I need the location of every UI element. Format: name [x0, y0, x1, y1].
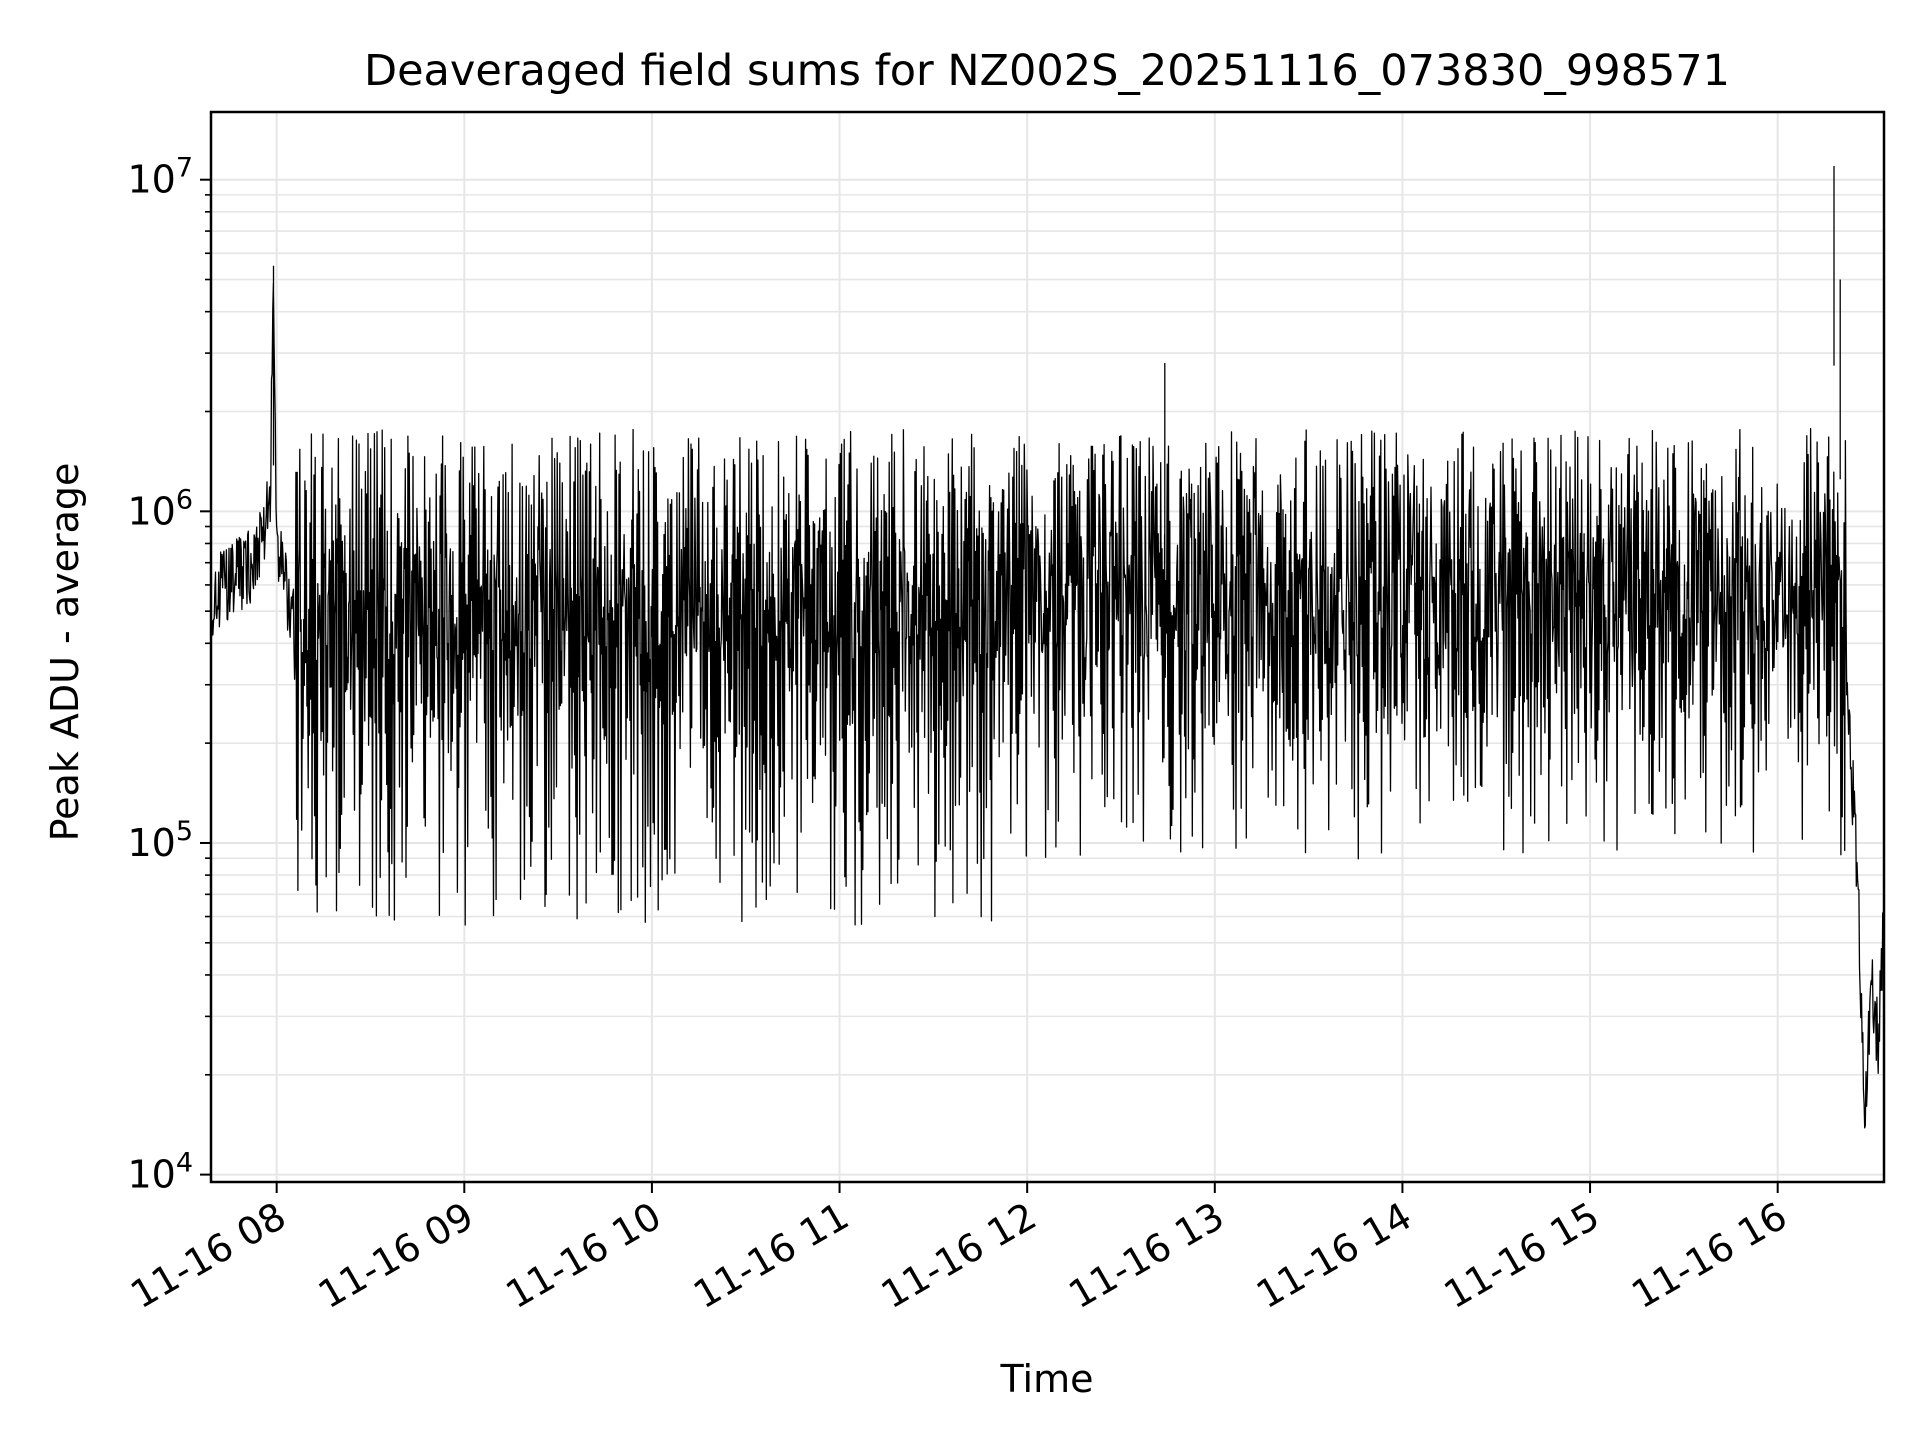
y-tick-label: 104: [127, 1148, 193, 1197]
x-axis-label: Time: [1000, 1357, 1094, 1401]
series-line: [210, 166, 1885, 1129]
y-tick-label: 107: [127, 153, 193, 202]
plot-frame: [209, 110, 1886, 1184]
y-tick-label: 105: [127, 816, 193, 865]
y-axis: 104 105 106 107: [127, 153, 211, 1197]
chart-title: Deaveraged field sums for NZ002S_2025111…: [364, 46, 1730, 96]
y-tick-label: 106: [127, 484, 193, 533]
y-axis-label: Peak ADU - average: [43, 463, 87, 842]
